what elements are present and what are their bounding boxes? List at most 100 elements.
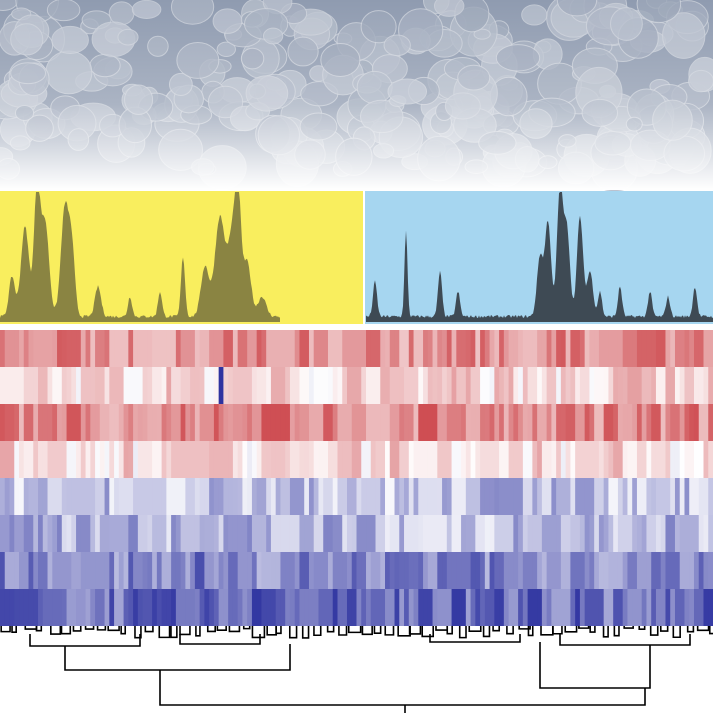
heatmap-cell: [19, 589, 25, 626]
heatmap-cell: [456, 330, 462, 367]
heatmap-cell: [646, 552, 652, 589]
heatmap-cell: [166, 552, 172, 589]
heatmap-cell: [142, 330, 148, 367]
heatmap-cell: [703, 515, 709, 552]
heatmap-cell: [698, 589, 704, 626]
heatmap-cell: [427, 404, 434, 441]
heatmap-cell: [147, 478, 153, 515]
heatmap-cell: [47, 330, 53, 367]
heatmap-cell: [570, 367, 576, 404]
heatmap-cell: [375, 441, 381, 478]
heatmap-cell: [489, 330, 495, 367]
heatmap-cell: [209, 367, 215, 404]
heatmap-cell: [503, 330, 510, 367]
heatmap-cell: [104, 404, 110, 441]
heatmap-cell: [61, 367, 68, 404]
heatmap-cell: [171, 330, 177, 367]
heatmap-cell: [289, 367, 296, 404]
heatmap-cell: [565, 404, 571, 441]
heatmap-cell: [622, 441, 628, 478]
heatmap-cell: [209, 441, 215, 478]
heatmap-cell: [456, 404, 462, 441]
dendrogram-link: [527, 626, 534, 637]
heatmap-cell: [232, 589, 239, 626]
dendrogram-link: [696, 626, 710, 632]
heatmap-cell: [541, 404, 548, 441]
heatmap-cell: [76, 404, 82, 441]
heatmap-cell: [556, 552, 562, 589]
heatmap-cell: [608, 552, 614, 589]
heatmap-cell: [408, 330, 415, 367]
heatmap-cell: [613, 367, 619, 404]
heatmap-cell: [622, 478, 628, 515]
heatmap-cell: [209, 404, 215, 441]
heatmap-cell: [237, 478, 243, 515]
heatmap-cell: [655, 404, 662, 441]
heatmap-cell: [204, 404, 210, 441]
heatmap-cell: [123, 367, 129, 404]
heatmap-cell: [689, 552, 695, 589]
heatmap-cell: [57, 367, 63, 404]
heatmap-cell: [14, 330, 20, 367]
heatmap-cell: [508, 367, 514, 404]
heatmap-cell: [532, 441, 538, 478]
heatmap-cell: [361, 552, 367, 589]
heatmap-cell: [256, 330, 262, 367]
heatmap-cell: [199, 330, 205, 367]
heatmap-cell: [19, 404, 25, 441]
heatmap-cell: [180, 589, 186, 626]
heatmap-cell: [427, 515, 434, 552]
heatmap-cell: [404, 552, 410, 589]
heatmap-cell: [85, 515, 91, 552]
dendrogram-link: [50, 626, 62, 635]
heatmap-cell: [627, 441, 633, 478]
heatmap-cell: [190, 515, 196, 552]
heatmap-cell: [575, 552, 581, 589]
heatmap-cell: [251, 441, 258, 478]
heatmap-cell: [199, 478, 205, 515]
heatmap-cell: [594, 515, 600, 552]
heatmap-cell: [513, 404, 519, 441]
heatmap-cell: [332, 515, 338, 552]
heatmap-cell: [237, 330, 243, 367]
heatmap-cell: [275, 441, 281, 478]
heatmap-cell: [518, 367, 524, 404]
heatmap-cell: [166, 330, 172, 367]
heatmap-cell: [370, 441, 377, 478]
heatmap-cell: [270, 367, 277, 404]
heatmap-cell: [698, 404, 704, 441]
heatmap-cell: [532, 367, 538, 404]
heatmap-cell: [294, 552, 300, 589]
heatmap-cell: [646, 589, 652, 626]
heatmap-cell: [38, 367, 44, 404]
spectrum-right: [366, 192, 713, 322]
heatmap-cell: [308, 441, 315, 478]
heatmap-cell: [232, 404, 239, 441]
heatmap-cell: [437, 552, 443, 589]
heatmap-cell: [323, 478, 329, 515]
heatmap-cell: [522, 478, 529, 515]
heatmap-cell: [461, 404, 467, 441]
heatmap-cell: [698, 367, 704, 404]
heatmap-cell: [408, 441, 415, 478]
heatmap-cell: [152, 404, 158, 441]
heatmap-cell: [61, 589, 68, 626]
heatmap-cell: [385, 330, 391, 367]
heatmap-cell: [261, 404, 267, 441]
heatmap-cell: [42, 552, 49, 589]
heatmap-cell: [118, 515, 125, 552]
heatmap-cell: [570, 552, 576, 589]
heatmap-cell: [603, 515, 609, 552]
heatmap-cell: [527, 330, 533, 367]
heatmap-cell: [480, 515, 486, 552]
heatmap-cell: [432, 330, 438, 367]
heatmap-cell: [370, 330, 377, 367]
heatmap-cell: [503, 515, 510, 552]
heatmap-cell: [351, 552, 357, 589]
heatmap-cell: [494, 441, 500, 478]
heatmap-cell: [636, 330, 643, 367]
heatmap-cell: [9, 515, 15, 552]
heatmap-cell: [308, 552, 315, 589]
heatmap-cell: [137, 478, 144, 515]
heatmap-cell: [461, 589, 467, 626]
